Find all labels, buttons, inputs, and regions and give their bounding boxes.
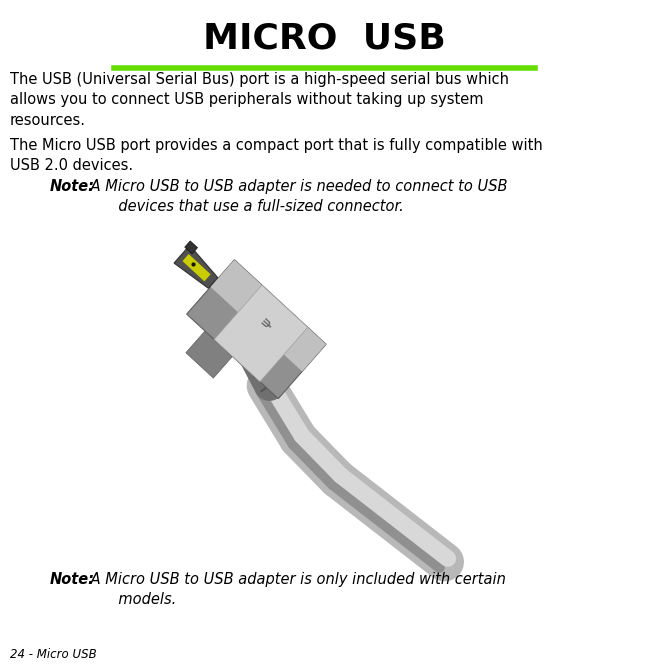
Polygon shape	[182, 254, 211, 281]
Text: A Micro USB to USB adapter is only included with certain
       models.: A Micro USB to USB adapter is only inclu…	[86, 572, 506, 607]
Polygon shape	[174, 245, 217, 288]
Text: 24 - Micro USB: 24 - Micro USB	[10, 648, 97, 661]
Polygon shape	[210, 260, 326, 372]
Text: A Micro USB to USB adapter is needed to connect to USB
       devices that use a: A Micro USB to USB adapter is needed to …	[86, 179, 508, 214]
Text: The USB (Universal Serial Bus) port is a high-speed serial bus which
allows you : The USB (Universal Serial Bus) port is a…	[10, 72, 509, 128]
Polygon shape	[187, 260, 326, 398]
Text: ψ: ψ	[258, 315, 274, 330]
Text: Note:: Note:	[50, 179, 95, 194]
Text: The Micro USB port provides a compact port that is fully compatible with
USB 2.0: The Micro USB port provides a compact po…	[10, 138, 543, 174]
Text: MICRO  USB: MICRO USB	[203, 21, 446, 55]
Text: Note:: Note:	[50, 572, 95, 587]
Polygon shape	[185, 241, 197, 254]
Polygon shape	[186, 331, 232, 378]
Polygon shape	[214, 285, 308, 382]
